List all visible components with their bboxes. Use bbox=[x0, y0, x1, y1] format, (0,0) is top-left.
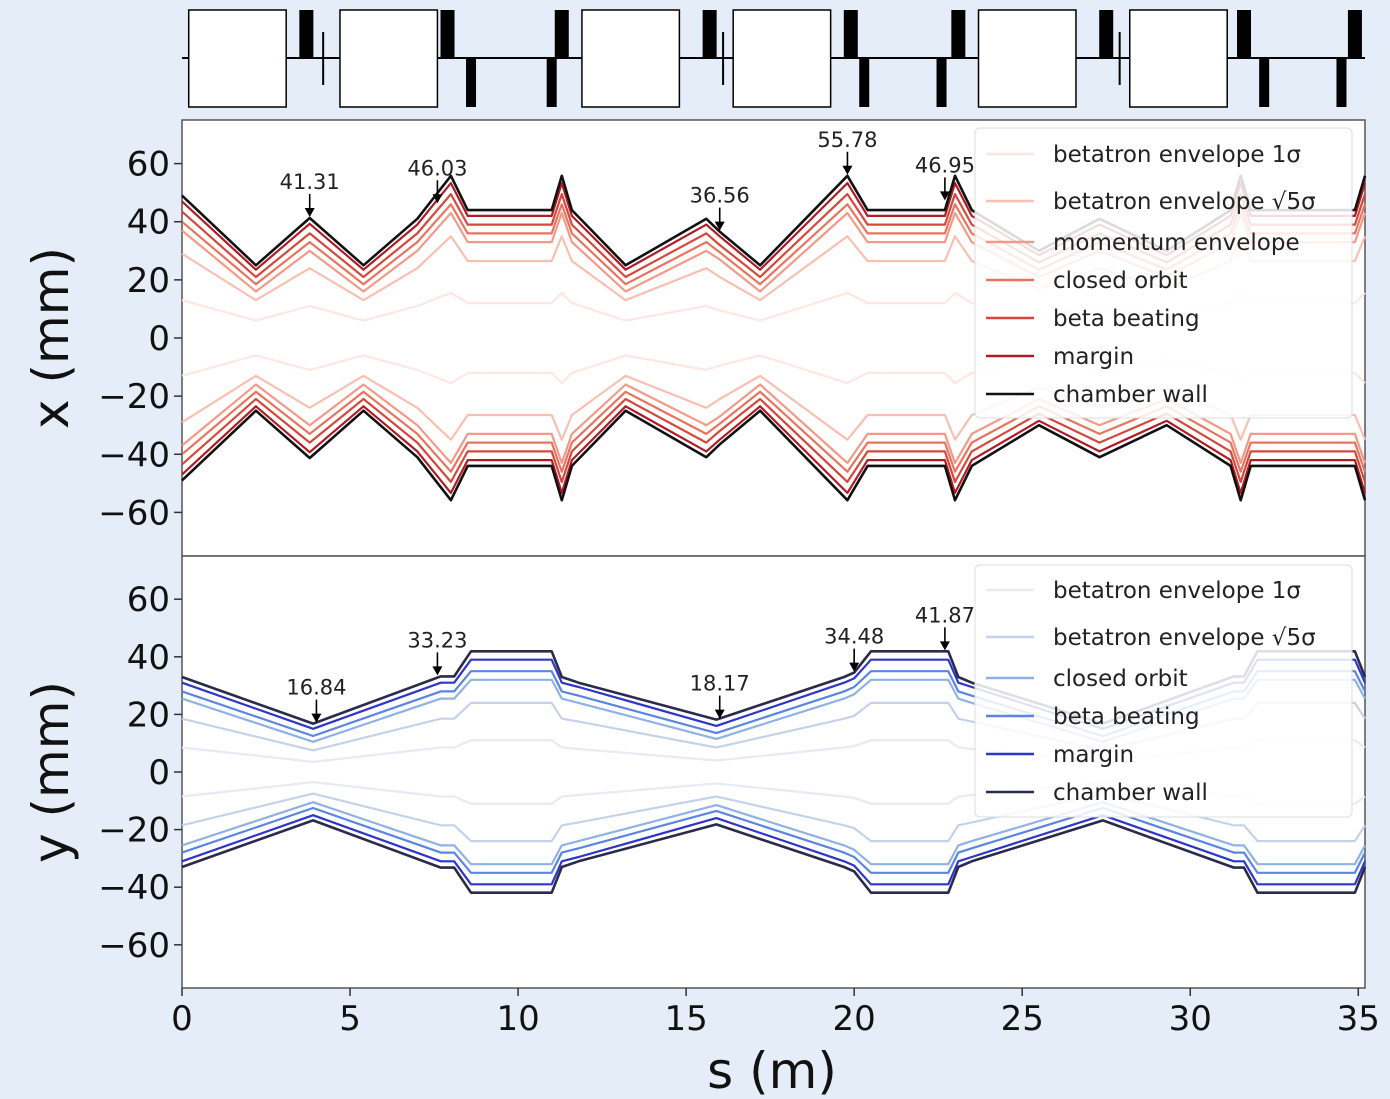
x-tick-label: 25 bbox=[1001, 999, 1044, 1039]
x-tick-label: 15 bbox=[664, 999, 707, 1039]
legend-label: chamber wall bbox=[1053, 780, 1208, 806]
legend-label: betatron envelope 1σ bbox=[1053, 578, 1301, 604]
y-tick-label: 0 bbox=[148, 319, 170, 359]
y-tick-label: 40 bbox=[127, 203, 170, 243]
quadrupole-focusing bbox=[1099, 10, 1114, 58]
x-tick-label: 30 bbox=[1169, 999, 1212, 1039]
y-tick-label: −60 bbox=[98, 926, 170, 966]
legend-label: betatron envelope √5σ bbox=[1053, 625, 1316, 651]
quadrupole-focusing bbox=[554, 10, 569, 58]
peak-annotation: 16.84 bbox=[286, 676, 346, 700]
annotation-arrow-head bbox=[304, 207, 315, 217]
quadrupole-focusing bbox=[951, 10, 966, 58]
y-panel-annotations: 16.84 33.23 18.17 34.48 41.87 bbox=[286, 603, 975, 723]
quadrupole-defocusing bbox=[936, 58, 947, 107]
y-tick-label: −20 bbox=[98, 811, 170, 851]
quadrupole-defocusing bbox=[859, 58, 870, 107]
quadrupole-defocusing bbox=[1259, 58, 1270, 107]
peak-annotation: 18.17 bbox=[690, 672, 750, 696]
annotation-arrow-head bbox=[714, 709, 725, 719]
peak-annotation: 41.31 bbox=[280, 170, 340, 194]
y-panel-ylabel: y (mm) bbox=[22, 681, 80, 863]
annotation-arrow-head bbox=[714, 221, 725, 231]
legend-label: momentum envelope bbox=[1053, 230, 1300, 256]
quadrupole-focusing bbox=[299, 10, 314, 58]
annotation-arrow-head bbox=[849, 662, 860, 672]
y-tick-label: −40 bbox=[98, 868, 170, 908]
quadrupole-defocusing bbox=[546, 58, 557, 107]
x-curve-lower bbox=[181, 397, 1367, 483]
x-tick-label: 5 bbox=[339, 999, 361, 1039]
y-tick-label: −20 bbox=[98, 377, 170, 417]
x-panel-legend: betatron envelope 1σ betatron envelope √5… bbox=[974, 127, 1353, 419]
peak-annotation: 41.87 bbox=[915, 603, 975, 627]
legend-label: beta beating bbox=[1053, 306, 1200, 332]
y-tick-label: 20 bbox=[127, 261, 170, 301]
x-panel-ylabel: x (mm) bbox=[22, 247, 80, 429]
legend-label: betatron envelope √5σ bbox=[1053, 189, 1316, 215]
x-tick-label: 0 bbox=[171, 999, 193, 1039]
x-curve-lower bbox=[181, 390, 1367, 473]
x-curve-lower bbox=[181, 383, 1367, 465]
legend-label: chamber wall bbox=[1053, 382, 1208, 408]
y-panel-legend: betatron envelope 1σ betatron envelope √5… bbox=[974, 564, 1353, 818]
x-panel-annotations: 41.31 46.03 36.56 55.78 46.95 bbox=[280, 128, 975, 231]
y-curve-lower bbox=[181, 801, 1366, 866]
y-tick-label: 40 bbox=[127, 638, 170, 678]
annotation-arrow-head bbox=[939, 641, 950, 651]
y-tick-label: −40 bbox=[98, 435, 170, 475]
legend-label: betatron envelope 1σ bbox=[1053, 142, 1301, 168]
y-legend-frame bbox=[974, 564, 1353, 818]
annotation-arrow-head bbox=[432, 194, 443, 204]
x-tick-label: 10 bbox=[496, 999, 539, 1039]
legend-label: closed orbit bbox=[1053, 666, 1188, 692]
x-tick-label: 20 bbox=[833, 999, 876, 1039]
legend-label: closed orbit bbox=[1053, 268, 1188, 294]
annotation-arrow-head bbox=[939, 191, 950, 201]
y-tick-label: 60 bbox=[127, 580, 170, 620]
quadrupole-focusing bbox=[440, 10, 455, 58]
x-axis-label: s (m) bbox=[707, 1042, 837, 1099]
quadrupole-focusing bbox=[843, 10, 858, 58]
y-tick-label: 0 bbox=[148, 753, 170, 793]
dipole-magnet bbox=[187, 9, 287, 108]
x-tick-label: 35 bbox=[1337, 999, 1380, 1039]
dipole-magnet bbox=[581, 9, 681, 108]
lattice-strip bbox=[182, 9, 1365, 108]
dipole-magnet bbox=[977, 9, 1077, 108]
x-legend-frame bbox=[974, 127, 1353, 419]
quadrupole-defocusing bbox=[1336, 58, 1347, 107]
legend-label: beta beating bbox=[1053, 704, 1200, 730]
peak-annotation: 55.78 bbox=[817, 128, 877, 152]
legend-label: margin bbox=[1053, 344, 1134, 370]
peak-annotation: 34.48 bbox=[824, 625, 884, 649]
annotation-arrow-head bbox=[842, 165, 853, 175]
dipole-magnet bbox=[339, 9, 439, 108]
y-curve-lower bbox=[181, 792, 1366, 843]
x-curve-lower bbox=[181, 409, 1367, 502]
y-tick-label: 60 bbox=[127, 145, 170, 185]
peak-annotation: 36.56 bbox=[690, 184, 750, 208]
dipole-magnet bbox=[1128, 9, 1228, 108]
x-curve-lower bbox=[181, 405, 1367, 494]
peak-annotation: 46.03 bbox=[407, 156, 467, 180]
dipole-magnet bbox=[732, 9, 832, 108]
y-tick-label: 20 bbox=[127, 695, 170, 735]
y-curve-lower bbox=[181, 819, 1367, 894]
legend-label: margin bbox=[1053, 742, 1134, 768]
y-curve-lower bbox=[181, 814, 1367, 886]
quadrupole-focusing bbox=[1347, 10, 1362, 58]
quadrupole-focusing bbox=[1237, 10, 1252, 58]
annotation-arrow-head bbox=[432, 666, 443, 676]
y-tick-label: −60 bbox=[98, 493, 170, 533]
peak-annotation: 46.95 bbox=[915, 153, 975, 177]
quadrupole-focusing bbox=[702, 10, 717, 58]
peak-annotation: 33.23 bbox=[407, 628, 467, 652]
quadrupole-defocusing bbox=[466, 58, 477, 107]
y-curve-lower bbox=[181, 806, 1366, 874]
annotation-arrow-head bbox=[311, 713, 322, 723]
